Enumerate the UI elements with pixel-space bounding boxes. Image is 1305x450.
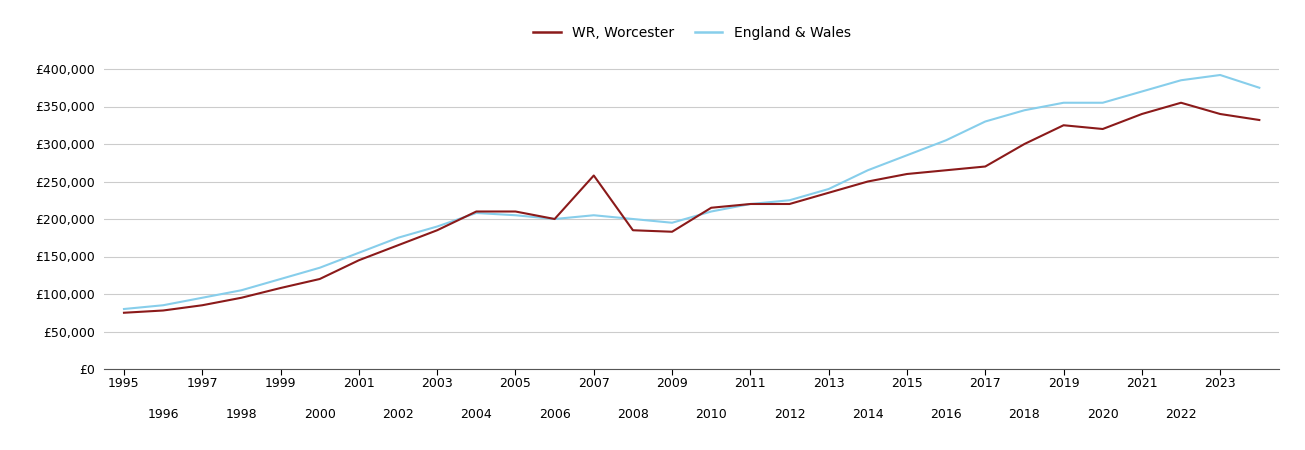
Legend: WR, Worcester, England & Wales: WR, Worcester, England & Wales [527,20,856,45]
Text: 1998: 1998 [226,408,257,421]
Text: 2002: 2002 [382,408,414,421]
Text: 1996: 1996 [147,408,179,421]
Text: 2016: 2016 [930,408,962,421]
Text: 2004: 2004 [461,408,492,421]
Text: 2020: 2020 [1087,408,1118,421]
Text: 2008: 2008 [617,408,649,421]
Text: 2014: 2014 [852,408,883,421]
Text: 2012: 2012 [774,408,805,421]
Text: 2006: 2006 [539,408,570,421]
Text: 2018: 2018 [1009,408,1040,421]
Text: 2022: 2022 [1165,408,1197,421]
Text: 2010: 2010 [696,408,727,421]
Text: 2000: 2000 [304,408,335,421]
